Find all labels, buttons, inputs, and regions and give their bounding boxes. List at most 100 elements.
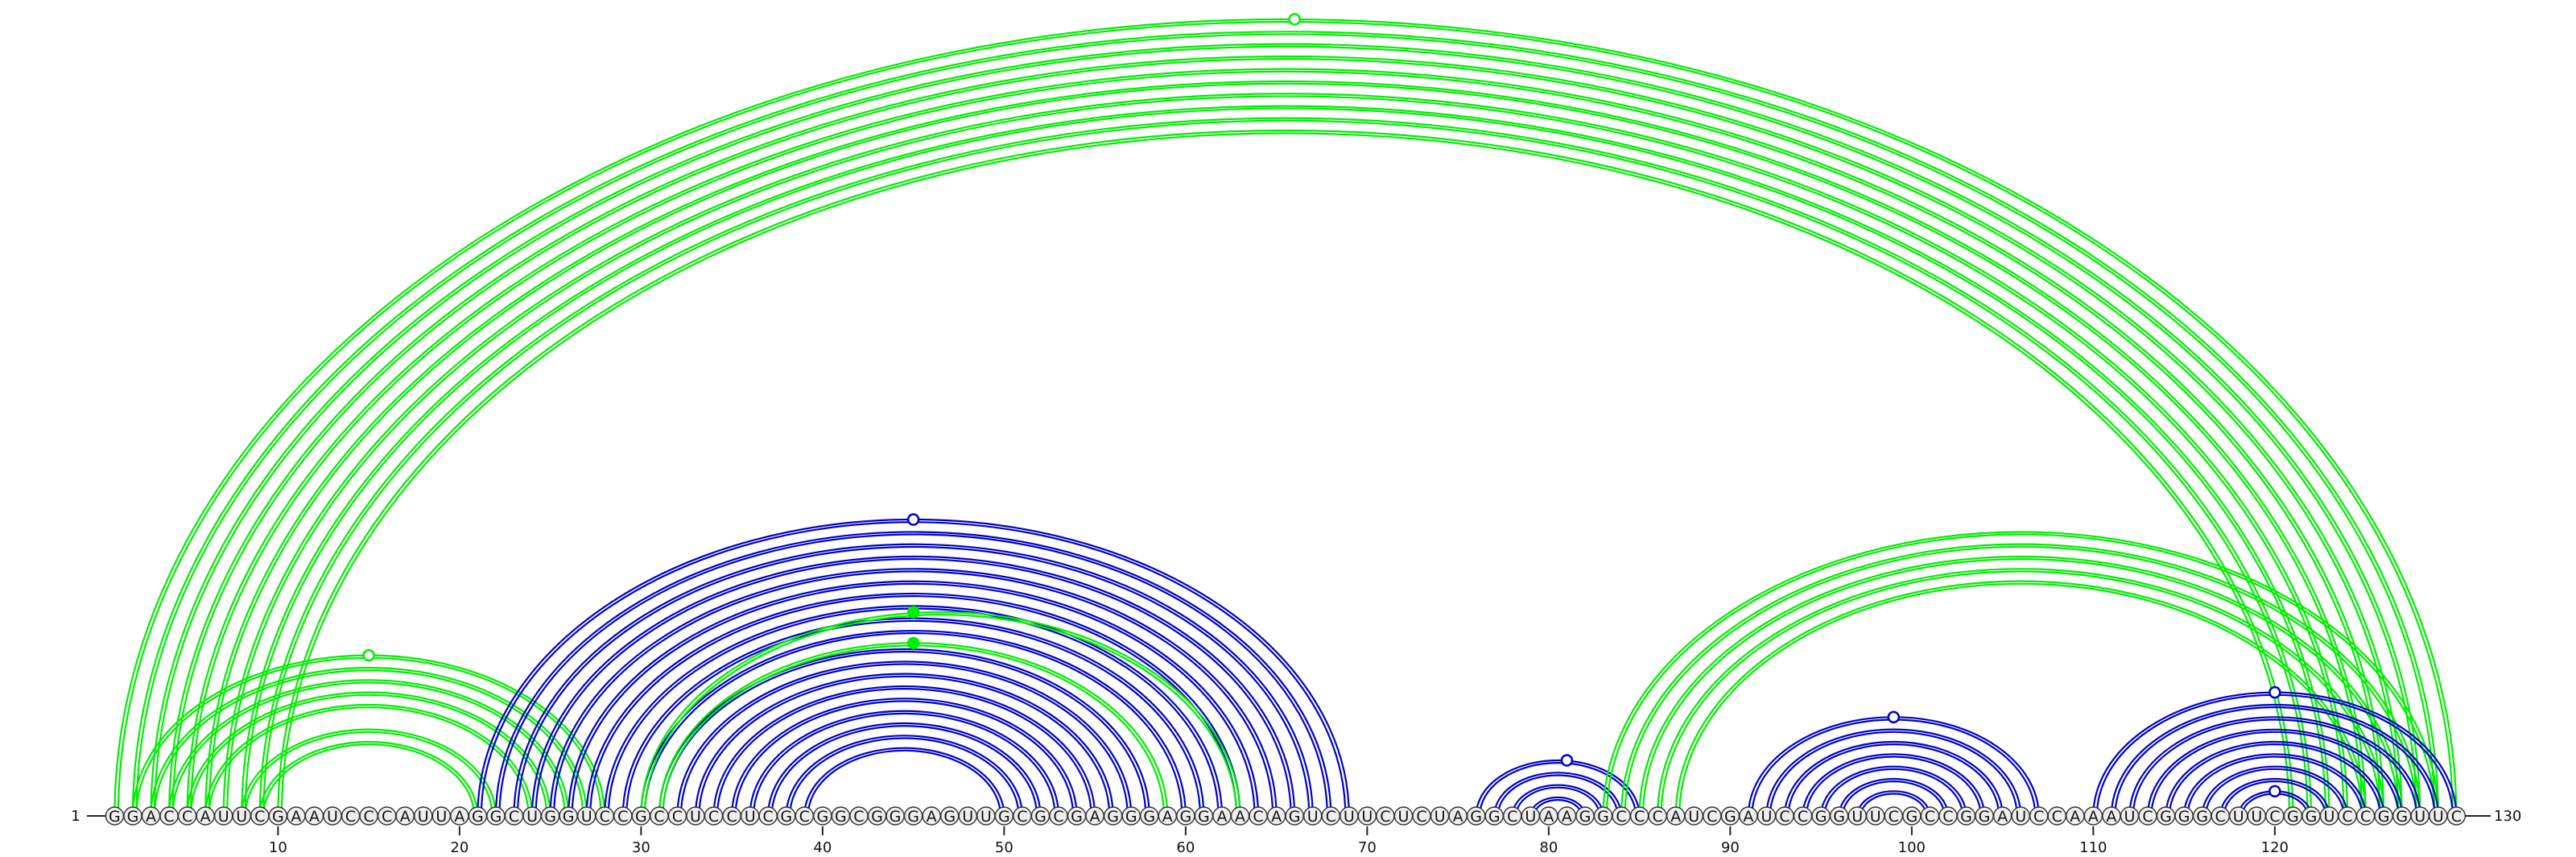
arc-green-30-63-inner [643, 614, 1238, 817]
nucleotide-letter: G [835, 808, 847, 826]
nucleotide: U [2229, 806, 2248, 826]
nucleotide-letter: G [1179, 808, 1191, 826]
arc-green-1-130-inner [117, 21, 2454, 817]
nucleotide: C [2338, 806, 2357, 826]
nucleotide-letter: A [291, 808, 301, 826]
nucleotide: G [1030, 806, 1051, 826]
nucleotide: G [123, 806, 142, 826]
nucleotide-letter: A [2088, 808, 2099, 826]
arc-green-9-21 [258, 740, 479, 817]
arc-green-3-27 [150, 666, 588, 817]
nucleotide: U [232, 806, 251, 826]
nucleotide: G [1902, 806, 1922, 826]
arc-blue-97-101-inner [1860, 793, 1927, 817]
nucleotide-letter: U [1761, 808, 1772, 826]
nucleotide-letter: C [617, 808, 628, 826]
nucleotide-letter: U [1307, 808, 1319, 826]
nucleotide-letter: G [871, 808, 883, 826]
nucleotide-letter: G [563, 808, 575, 826]
nucleotide-letter: U [1397, 808, 1409, 826]
nucleotide-letter: A [1670, 808, 1681, 826]
nucleotide-letter: U [2015, 808, 2026, 826]
arc-blue-113-127 [2146, 728, 2403, 817]
tick-label: 70 [1358, 839, 1377, 856]
arc-green-87-125 [1674, 580, 2367, 817]
nucleotide-letter: G [998, 808, 1010, 826]
nucleotide: C [758, 806, 778, 826]
nucleotide: U [2011, 806, 2030, 826]
nucleotide-letter: C [2052, 808, 2062, 826]
nucleotide: A [2066, 806, 2085, 826]
nucleotide: U [686, 806, 705, 826]
arc-blue-91-107-inner [1751, 718, 2037, 817]
nucleotide-letter: C [2451, 808, 2462, 826]
nucleotide: G [867, 806, 887, 826]
nucleotide-letter: A [1235, 808, 1245, 826]
nucleotide: C [504, 806, 524, 826]
nucleotide-letter: C [654, 808, 664, 826]
nucleotide: G [2301, 806, 2321, 826]
nucleotide-letter: C [1326, 808, 1336, 826]
arc-green-84-128-inner [1624, 545, 2417, 817]
nucleotide-letter: C [1798, 808, 1808, 826]
arc-green-4-127-inner [171, 58, 2400, 817]
nucleotide: G [1140, 806, 1159, 826]
nucleotide: C [1412, 806, 1431, 826]
nucleotide-circle [2446, 806, 2467, 826]
nucleotide: A [2102, 806, 2121, 826]
nucleotide: A [304, 806, 324, 826]
arc-blue-27-63 [585, 592, 1241, 817]
nucleotide: C [1648, 806, 1667, 826]
nucleotide-letter: A [309, 808, 320, 826]
arc-blue-76-85-inner [1479, 762, 1637, 817]
nucleotide-letter: G [1107, 808, 1119, 826]
arc-blue-23-67-inner [516, 545, 1311, 817]
nucleotide-letter: G [890, 808, 902, 826]
nucleotide: G [2283, 806, 2303, 826]
arc-green-83-129-inner [1605, 533, 2436, 817]
arc-blue-92-106 [1765, 728, 2022, 817]
nucleotide: G [886, 806, 905, 826]
nucleotide-letter: C [2033, 808, 2044, 826]
nucleotide: U [522, 806, 542, 826]
arc-blue-32-57-inner [679, 663, 1129, 817]
tick-label: 110 [2079, 839, 2107, 856]
nucleotide: A [1230, 806, 1250, 826]
tick-label: 100 [1898, 839, 1926, 856]
nucleotide: C [1703, 806, 1722, 826]
arc-green-2-129 [133, 31, 2438, 816]
arc-green-85-127 [1638, 555, 2403, 817]
arc-blue-29-61-inner [625, 619, 1201, 817]
arc-blue-96-102 [1838, 777, 1950, 817]
arc-blue-21-69 [477, 518, 1350, 817]
nucleotide: G [2392, 806, 2412, 826]
nucleotide: C [613, 806, 633, 826]
nucleotide-letter: A [1271, 808, 1282, 826]
nucleotide-letter: U [526, 808, 538, 826]
arc-blue-112-128-inner [2132, 718, 2417, 817]
nucleotide: C [1612, 806, 1631, 826]
arc-blue-95-103 [1820, 765, 1967, 817]
arc-blue-114-126 [2165, 740, 2385, 817]
nucleotide: G [1194, 806, 1214, 826]
arc-green-85-127-inner [1642, 558, 2400, 817]
nucleotide: G [468, 806, 488, 826]
arc-green-6-24 [204, 703, 534, 817]
nucleotide: U [577, 806, 597, 826]
tick-label: 60 [1176, 839, 1195, 856]
arc-green-5-25 [186, 691, 551, 817]
arc-green-4-127 [167, 55, 2403, 817]
nucleotide: C [2355, 806, 2376, 826]
arc-blue-36-53-inner [753, 712, 1056, 817]
nucleotide: G [486, 806, 506, 826]
nucleotide-letter: U [980, 808, 992, 826]
arc-green-3-128 [151, 44, 2421, 816]
nucleotide: G [1811, 806, 1831, 826]
end-label: 130 [2494, 808, 2521, 825]
nucleotide-letter: A [1543, 808, 1554, 826]
nucleotide-letter: C [1653, 808, 1663, 826]
arc-blue-111-129 [2110, 703, 2439, 817]
nucleotide: A [1085, 806, 1104, 826]
arc-blue-77-84-inner [1496, 774, 1619, 817]
